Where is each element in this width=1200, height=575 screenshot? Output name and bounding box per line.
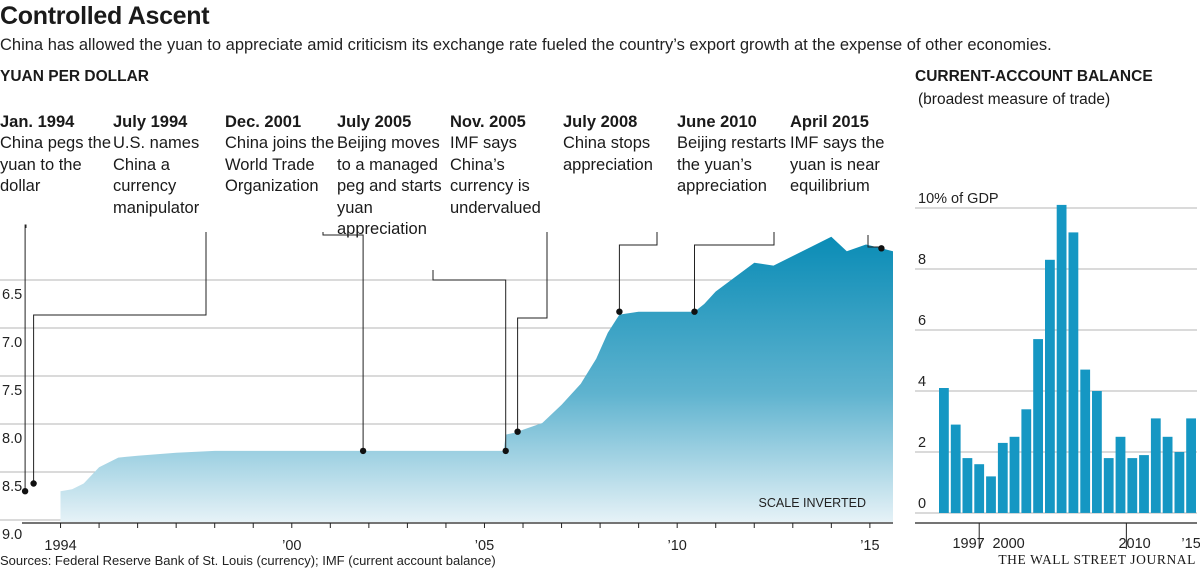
event-date: July 1994 [113,113,188,131]
balance-y-tick-label: 2 [918,435,926,451]
balance-bar [1139,455,1149,513]
yuan-y-tick-label: 7.5 [2,383,22,399]
yuan-y-tick-label: 9.0 [2,527,22,543]
event-date: July 2005 [337,113,412,131]
event-description: China pegs the yuan to the dollar [0,134,111,195]
yuan-x-tick-label: ’00 [282,538,301,554]
balance-y-tick-label: 4 [918,374,926,390]
balance-bar [950,424,961,514]
yuan-area-series [60,236,893,523]
balance-bar [1186,418,1196,513]
event-annotation: June 2010 Beijing restarts the yuan’s app… [677,111,795,198]
yuan-x-tick-label: ’15 [860,538,879,554]
yuan-y-tick-label: 8.5 [2,479,22,495]
balance-bar [1021,409,1032,513]
balance-bar [1115,436,1126,514]
event-leader-line [432,270,507,451]
balance-bar [1174,452,1185,513]
yuan-x-tick-label: 1994 [44,538,76,554]
event-point [514,428,521,435]
balance-x-tick-label: 1997 [952,536,984,552]
event-leader-line [618,232,658,312]
event-description: China stops appreciation [563,134,653,174]
current-account-subtitle: (broadest measure of trade) [918,91,1111,108]
event-date: June 2010 [677,113,757,131]
balance-x-tick-label: ’15 [1181,536,1200,552]
balance-y-tick-label: 6 [918,313,926,329]
yuan-x-tick-label: ’10 [667,538,686,554]
yuan-y-tick-label: 8.0 [2,431,22,447]
yuan-y-tick-label: 6.5 [2,287,22,303]
source-note: Sources: Federal Reserve Bank of St. Lou… [0,553,496,568]
event-leader-line [24,224,27,492]
current-account-title: CURRENT-ACCOUNT BALANCE [915,68,1153,85]
publisher-logo: THE WALL STREET JOURNAL [998,552,1196,567]
yuan-x-tick-label: ’05 [475,538,494,554]
event-date: July 2008 [563,113,638,131]
event-annotation: Nov. 2005 IMF says China’s currency is un… [450,111,568,219]
chart-subtitle: China has allowed the yuan to appreciate… [0,36,1052,54]
event-description: IMF says China’s currency is undervalued [450,134,541,217]
event-point [359,447,367,455]
balance-bar [1127,458,1138,513]
event-annotation: July 2005 Beijing moves to a managed peg … [337,111,455,241]
balance-x-tick-label: 2000 [992,536,1024,552]
balance-y-tick-label: 8 [918,252,926,268]
event-point [21,488,29,495]
balance-bar [1009,436,1020,514]
event-annotation: Dec. 2001 China joins the World Trade Org… [225,111,343,198]
balance-bar [1056,204,1067,513]
event-annotation: July 1994 U.S. names China a currency man… [113,111,231,219]
chart-title: Controlled Ascent [0,2,210,30]
event-leader-line [517,232,548,432]
balance-bar [939,388,949,513]
balance-bar [986,476,996,513]
event-leader-line [33,232,207,484]
event-annotation: Jan. 1994 China pegs the yuan to the doll… [0,111,118,198]
balance-y-tick-label: 0 [918,496,926,512]
event-point [502,447,509,455]
yuan-chart-title: YUAN PER DOLLAR [0,68,149,85]
event-description: Beijing moves to a managed peg and start… [337,134,442,238]
event-point [691,308,698,315]
scale-inverted-note: SCALE INVERTED [759,496,866,510]
balance-bar [1080,369,1091,513]
event-annotation: April 2015 IMF says the yuan is near equi… [790,111,908,198]
balance-bar [962,458,973,513]
event-annotation: July 2008 China stops appreciation [563,111,681,176]
balance-bar [1150,418,1161,513]
event-description: U.S. names China a currency manipulator [113,134,200,217]
balance-bar [1162,436,1173,514]
balance-bar [1033,339,1043,513]
event-description: China joins the World Trade Organization [225,134,335,195]
balance-x-tick-label: 2010 [1118,536,1150,552]
event-date: April 2015 [790,113,869,131]
event-date: Nov. 2005 [450,113,526,131]
balance-bar [1045,259,1055,513]
event-description: Beijing restarts the yuan’s appreciation [677,134,787,195]
balance-y-tick-label: 10% of GDP [918,191,999,207]
event-point [30,480,37,487]
event-point [878,245,885,252]
yuan-y-tick-label: 7.0 [2,335,22,351]
balance-bar [997,442,1008,513]
event-point [616,308,623,315]
balance-bar [1103,458,1114,513]
event-date: Jan. 1994 [0,113,75,131]
event-description: IMF says the yuan is near equilibrium [790,134,885,195]
balance-bar [974,464,985,513]
event-date: Dec. 2001 [225,113,302,131]
event-leader-line [322,232,364,451]
event-leader-line [694,232,775,312]
balance-bar [1068,232,1079,513]
balance-bar [1092,391,1102,513]
